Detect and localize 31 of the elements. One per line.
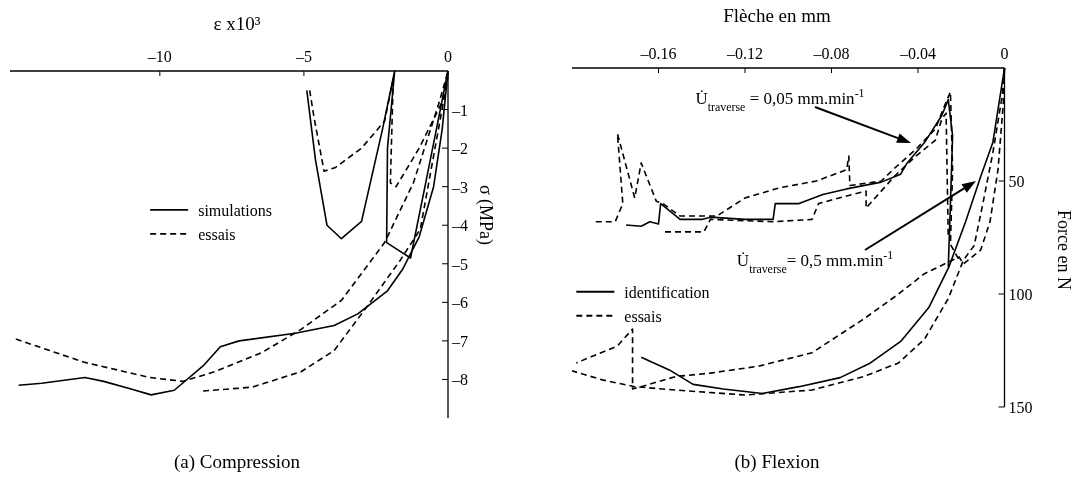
x-tick-label: –0.08	[812, 45, 850, 62]
legend-label: essais	[624, 307, 662, 325]
x-tick-label: –5	[294, 48, 312, 65]
y-axis-title: σ (MPa)	[475, 184, 496, 246]
x-axis-title: ε x10³	[213, 13, 261, 34]
annotation: U̇$_{traverse}$= 0,5 mm.min$^{-1}$	[736, 248, 894, 276]
y-tick-label: –8	[451, 371, 468, 389]
x-tick-label: –0.12	[726, 45, 763, 62]
legend-label: essais	[198, 225, 236, 243]
y-tick-label: –3	[451, 178, 468, 196]
y-tick-label: –4	[451, 217, 468, 235]
y-tick-label: –1	[451, 101, 468, 119]
y-tick-label: –7	[451, 332, 468, 350]
x-tick-label: 0	[1000, 45, 1009, 62]
x-tick-label: –0.16	[639, 45, 677, 62]
y-tick-label: 50	[1008, 173, 1025, 190]
x-tick-label: –10	[146, 48, 172, 65]
legend-label: identification	[624, 283, 710, 301]
y-tick-label: 150	[1008, 399, 1033, 416]
y-axis-title: Force en N	[1054, 210, 1074, 290]
x-axis-title: Flèche en mm	[723, 5, 832, 26]
y-tick-label: –5	[451, 255, 468, 273]
y-tick-label: –2	[451, 140, 468, 158]
x-tick-label: 0	[444, 48, 452, 65]
text: (a) Compression	[173, 451, 301, 473]
y-tick-label: 100	[1008, 286, 1033, 303]
y-tick-label: –6	[451, 294, 468, 312]
annotation: U̇$_{traverse}$ = 0,05 mm.min$^{-1}$	[695, 86, 865, 114]
legend-label: simulations	[198, 201, 272, 219]
text: (b) Flexion	[734, 451, 820, 473]
x-tick-label: –0.04	[899, 45, 936, 62]
